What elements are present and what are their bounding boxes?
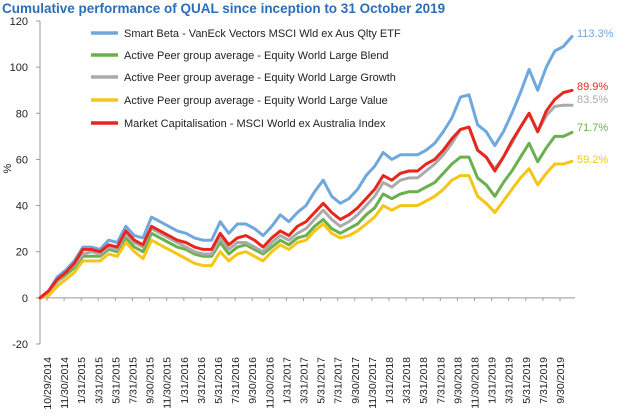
legend-label-3: Active Peer group average - Equity World… [124,95,388,107]
x-tick-label: 3/31/2019 [504,357,516,404]
x-tick-label: 5/31/2016 [213,357,225,404]
y-tick-label: 120 [10,16,28,28]
x-tick-label: 1/31/2019 [487,357,499,404]
series-line-0 [38,35,574,300]
x-tick-label: 3/31/2015 [93,357,105,404]
legend-label-0: Smart Beta - VanEck Vectors MSCI Wld ex … [124,28,401,40]
series-line-1 [38,130,574,300]
x-tick-label: 11/30/2014 [59,357,71,409]
end-value-label-3: 59.2% [577,154,608,166]
y-tick-label: -20 [12,339,28,351]
x-tick-label: 9/30/2018 [452,357,464,404]
y-tick-label: 100 [10,62,28,74]
y-tick-label: 60 [16,154,28,166]
y-tick-label: 20 [16,247,28,259]
end-value-label-0: 113.3% [577,28,614,40]
x-tick-label: 7/31/2017 [333,357,345,404]
x-tick-label: 1/31/2016 [179,357,191,404]
x-tick-label: 1/31/2017 [281,357,293,404]
x-tick-label: 3/31/2017 [299,357,311,404]
chart-title: Cumulative performance of QUAL since inc… [2,1,446,16]
x-tick-label: 10/29/2014 [42,357,54,410]
x-tick-label: 11/30/2015 [162,357,174,409]
x-tick-label: 3/31/2016 [196,357,208,404]
x-tick-label: 7/31/2019 [538,357,550,404]
x-tick-label: 3/31/2018 [401,357,413,404]
x-tick-label: 5/31/2018 [418,357,430,404]
x-tick-label: 5/31/2015 [110,357,122,404]
x-tick-label: 1/31/2018 [384,357,396,404]
x-tick-label: 7/31/2015 [128,357,140,404]
y-axis-label: % [2,164,14,174]
x-tick-label: 1/31/2015 [76,357,88,404]
end-value-label-2: 83.5% [577,94,608,106]
x-tick-label: 5/31/2019 [521,357,533,404]
x-tick-label: 11/30/2016 [264,357,276,409]
x-tick-label: 7/31/2016 [230,357,242,404]
legend-label-1: Active Peer group average - Equity World… [124,50,389,62]
x-tick-label: 9/30/2017 [350,357,362,404]
x-tick-label: 11/30/2018 [470,357,482,409]
x-tick-label: 9/30/2016 [247,357,259,404]
x-tick-label: 7/31/2018 [435,357,447,404]
legend-label-2: Active Peer group average - Equity World… [124,72,396,84]
y-tick-label: 40 [16,201,28,213]
x-tick-label: 9/30/2015 [145,357,157,404]
x-tick-label: 5/31/2017 [316,357,328,404]
y-tick-label: 0 [22,293,28,305]
y-tick-label: 80 [16,108,28,120]
legend-label-4: Market Capitalisation - MSCI World ex Au… [124,118,386,130]
x-tick-label: 11/30/2017 [367,357,379,409]
x-tick-label: 9/30/2019 [555,357,567,404]
series-line-3 [38,159,574,300]
series-line-4 [38,88,574,300]
end-value-label-4: 89.9% [577,81,608,93]
series-line-2 [38,103,574,300]
end-value-label-1: 71.7% [577,122,608,134]
